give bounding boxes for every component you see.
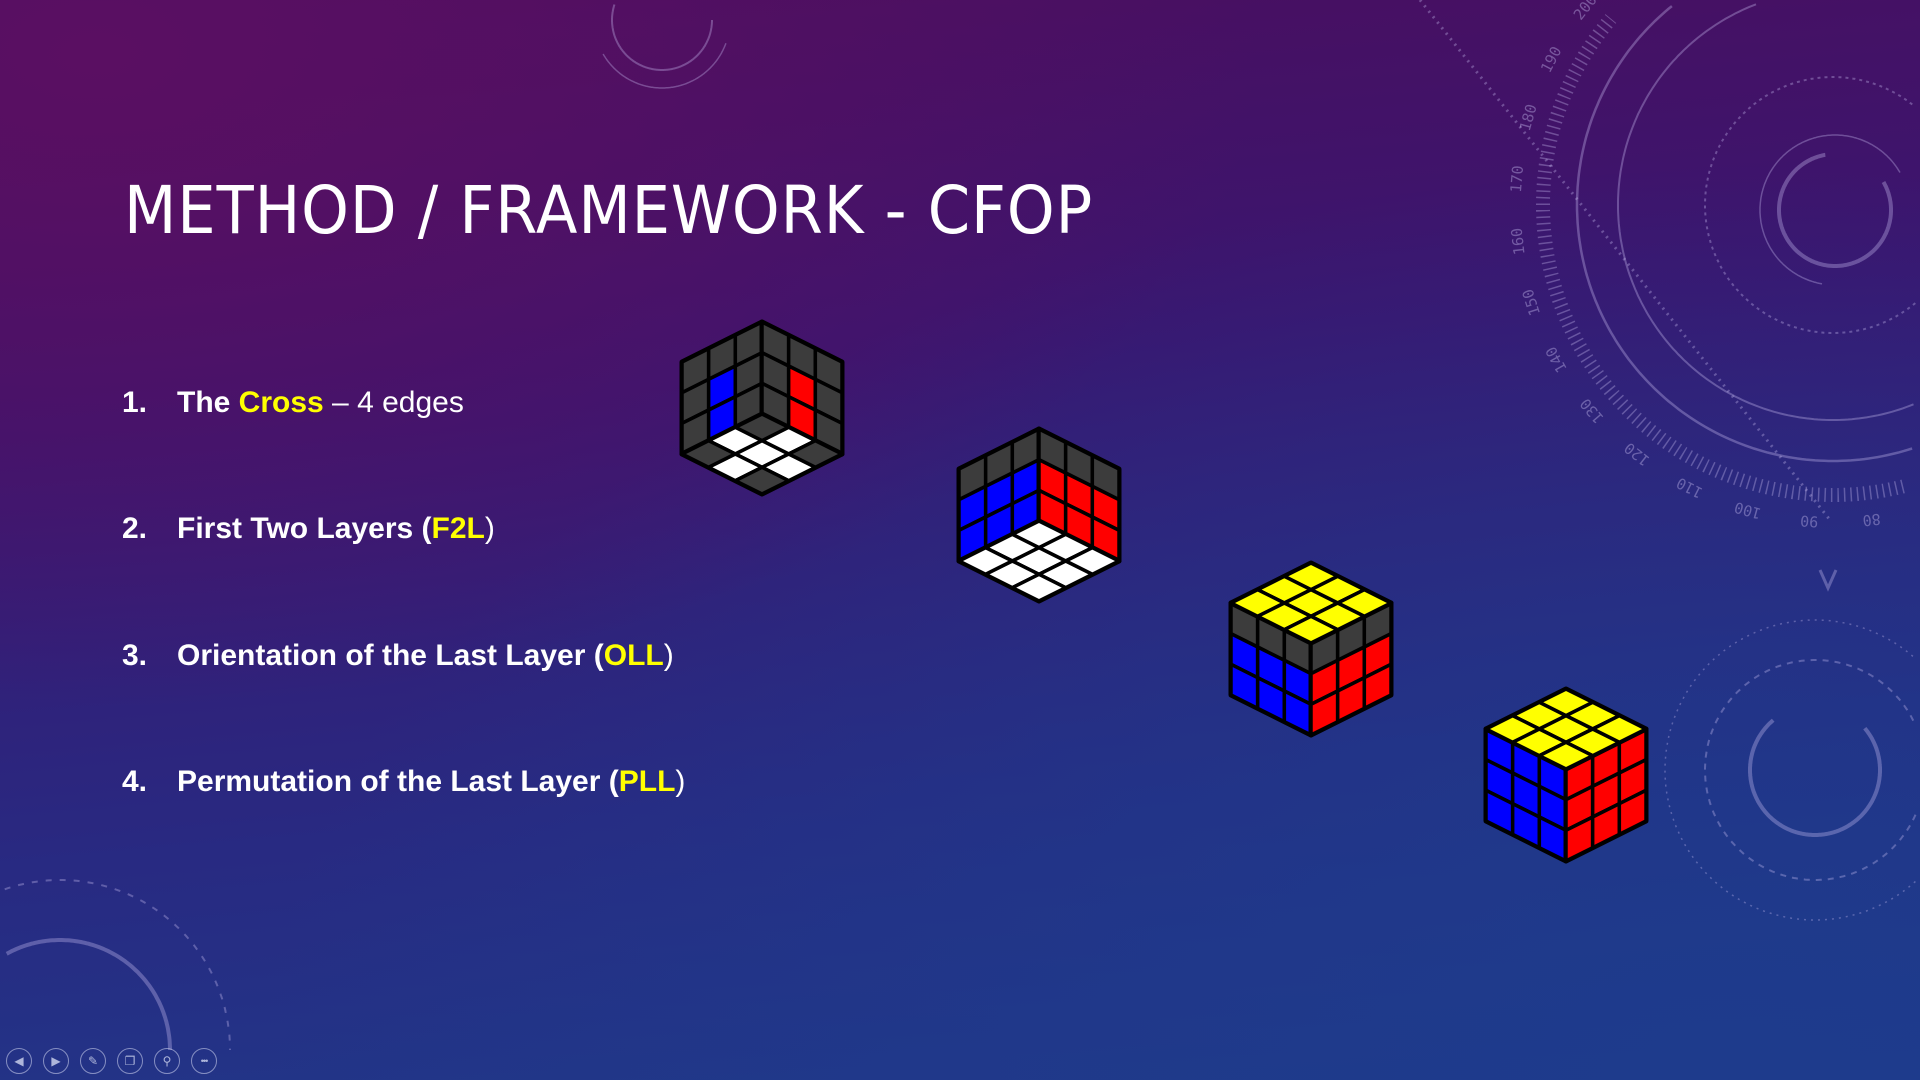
step-suffix: ): [484, 512, 495, 545]
step-3: 3. Orientation of the Last Layer (OLL): [122, 639, 674, 673]
bottom-left-dashed-arc: [4, 879, 231, 1050]
triangle-left-icon: ◀: [14, 1054, 24, 1068]
sticker: [1617, 788, 1648, 837]
step-number: 4.: [122, 765, 148, 798]
gauge-dotted-ring: [1704, 76, 1916, 334]
oll-cube: [1228, 560, 1394, 738]
slide-title: METHOD / FRAMEWORK - CFOP: [124, 172, 1094, 249]
step-highlight: OLL: [603, 639, 664, 672]
top-arc-thin: [602, 43, 727, 89]
step-suffix: ): [663, 639, 674, 672]
sticker: [1362, 662, 1393, 711]
gauge-label: 80: [1862, 510, 1882, 530]
gauge-label: 90: [1800, 511, 1819, 530]
step-number: 3.: [122, 639, 148, 672]
decorative-rings: [4, 3, 1917, 1050]
lower-right-dashed-ring: [1704, 659, 1917, 881]
top-arc: [611, 4, 713, 71]
pen-button[interactable]: ✎: [80, 1048, 106, 1074]
f2l-cube: [956, 426, 1122, 604]
step-highlight: F2L: [431, 512, 485, 545]
bottom-left-arc: [5, 938, 172, 1050]
sticker: [1537, 740, 1595, 771]
step-number: 1.: [122, 386, 148, 419]
gauge-ring-inner: [1617, 3, 1914, 421]
cross-cube: [679, 319, 845, 497]
step-text: First Two Layers (: [177, 512, 432, 545]
step-text: Permutation of the Last Layer (: [177, 765, 619, 798]
step-number: 2.: [122, 512, 148, 545]
step-highlight: Cross: [238, 386, 324, 419]
sticker: [733, 465, 791, 496]
step-1: 1. The Cross – 4 edges: [122, 386, 464, 420]
gauge-ticks: [1536, 14, 1905, 502]
magnifier-icon: ⚲: [162, 1054, 172, 1068]
gauge-label: 170: [1507, 165, 1527, 193]
more-options-button[interactable]: •••: [191, 1048, 217, 1074]
slides-overview-button[interactable]: ❐: [117, 1048, 143, 1074]
gauge-ring-outer: [1575, 5, 1913, 463]
gauge-center-arc: [1777, 152, 1893, 268]
slideshow-controls: ◀ ▶ ✎ ❐ ⚲ •••: [6, 1048, 217, 1074]
sticker: [1282, 614, 1340, 645]
lower-right-arc: [1748, 718, 1882, 837]
step-suffix: – 4 edges: [323, 386, 464, 419]
more-icon: •••: [200, 1056, 209, 1066]
step-highlight: PLL: [618, 765, 676, 798]
step-2: 2. First Two Layers (F2L): [122, 512, 495, 546]
gauge-center-arc-thin: [1759, 134, 1901, 285]
gauge-arrow-marker: [1818, 569, 1838, 592]
step-suffix: ): [675, 765, 686, 798]
pll-cube: [1483, 686, 1649, 864]
step-4: 4. Permutation of the Last Layer (PLL): [122, 765, 685, 799]
previous-slide-button[interactable]: ◀: [6, 1048, 32, 1074]
step-text: Orientation of the Last Layer (: [177, 639, 604, 672]
zoom-button[interactable]: ⚲: [154, 1048, 180, 1074]
triangle-right-icon: ▶: [51, 1054, 61, 1068]
step-text: The: [177, 386, 239, 419]
next-slide-button[interactable]: ▶: [43, 1048, 69, 1074]
sticker: [1010, 572, 1068, 603]
gauge-label: 160: [1508, 227, 1529, 256]
pen-icon: ✎: [87, 1054, 99, 1068]
slides-icon: ❐: [124, 1054, 136, 1068]
